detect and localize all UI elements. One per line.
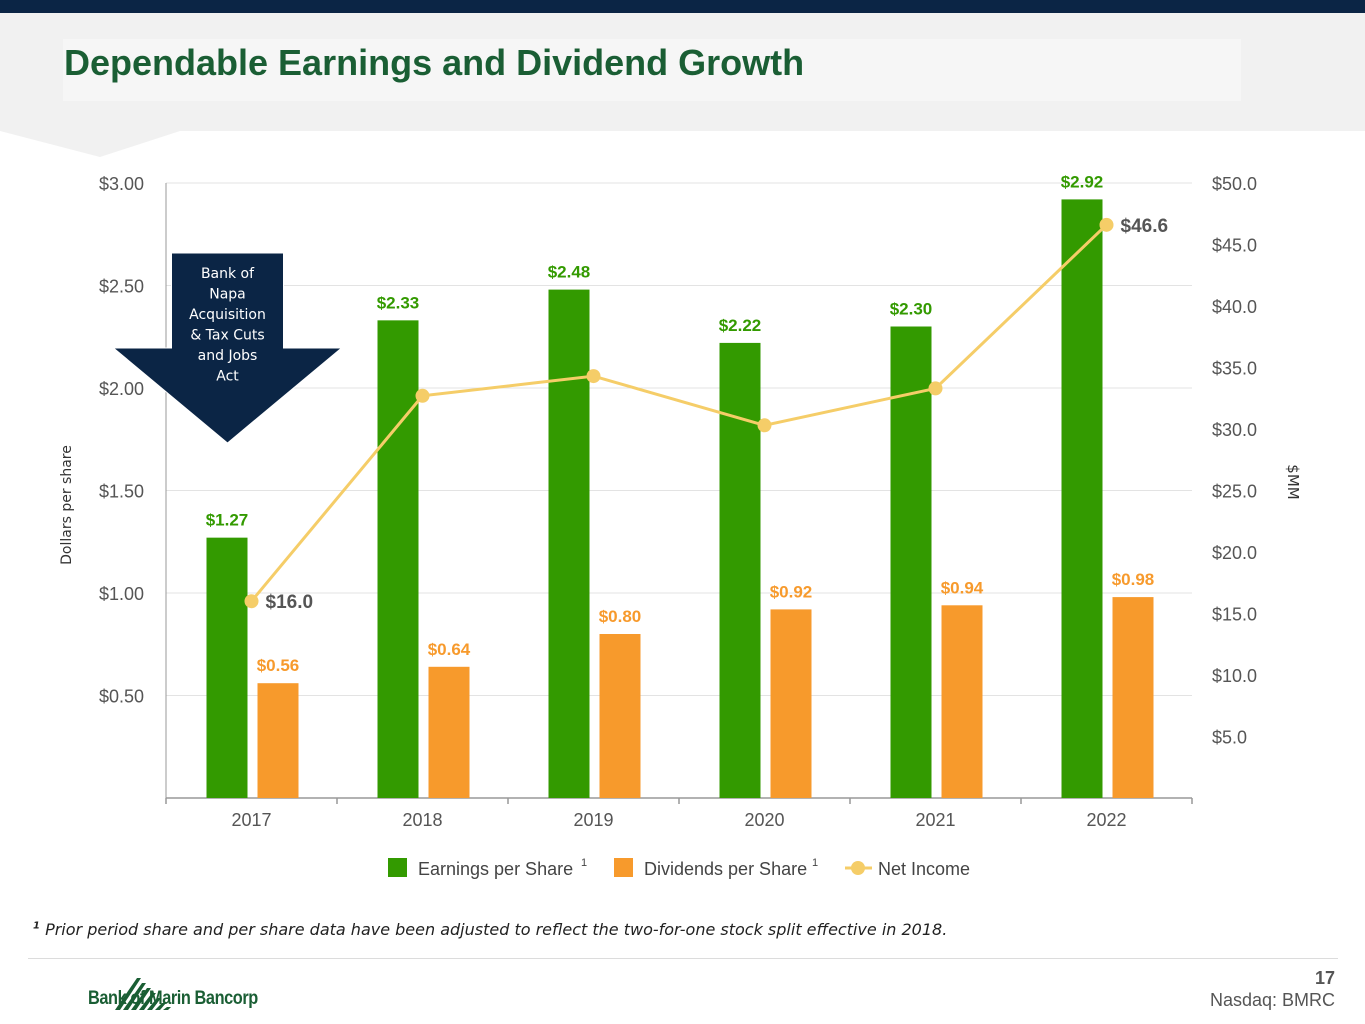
dps-data-label: $0.98 xyxy=(1112,570,1155,589)
y-tick-label: $1.00 xyxy=(99,584,144,604)
page-number: 17 xyxy=(1314,968,1335,988)
dps-data-label: $0.94 xyxy=(941,578,984,597)
legend-eps-swatch xyxy=(388,858,407,877)
y2-tick-label: $15.0 xyxy=(1212,605,1257,625)
legend-dps-swatch xyxy=(614,858,633,877)
ticker: Nasdaq: BMRC xyxy=(1209,990,1335,1010)
eps-data-label: $2.48 xyxy=(548,263,591,282)
y2-tick-label: $40.0 xyxy=(1212,297,1257,317)
net-income-point xyxy=(1099,217,1114,232)
legend-dps-label: Dividends per Share xyxy=(644,859,807,879)
y2-axis-title: $MM xyxy=(1284,464,1302,499)
footnote-marker: 1 xyxy=(33,920,40,932)
dps-bar xyxy=(428,666,470,798)
dps-bar xyxy=(1112,597,1154,798)
footer-divider xyxy=(28,958,1338,959)
footnote: 1 Prior period share and per share data … xyxy=(33,920,947,939)
net-income-data-label: $46.6 xyxy=(1121,216,1169,237)
company-name: Bank of Marin Bancorp xyxy=(88,988,258,1009)
net-income-point xyxy=(928,381,943,396)
net-income-data-label: $16.0 xyxy=(266,592,314,613)
top-bar xyxy=(0,0,1365,13)
eps-bar xyxy=(890,326,932,798)
y2-tick-label: $10.0 xyxy=(1212,666,1257,686)
callout-text: Napa xyxy=(209,287,246,303)
slide-title: Dependable Earnings and Dividend Growth xyxy=(64,42,805,83)
legend-ni-label: Net Income xyxy=(878,859,970,879)
dps-data-label: $0.64 xyxy=(428,640,471,659)
y2-tick-label: $5.0 xyxy=(1212,728,1247,748)
x-tick-label: 2021 xyxy=(915,810,955,830)
dps-bar xyxy=(257,683,299,798)
x-tick-label: 2022 xyxy=(1086,810,1126,830)
y2-tick-label: $30.0 xyxy=(1212,420,1257,440)
eps-data-label: $2.22 xyxy=(719,316,762,335)
legend-ni-marker xyxy=(851,861,865,875)
x-tick-label: 2020 xyxy=(744,810,784,830)
y2-tick-label: $50.0 xyxy=(1212,174,1257,194)
eps-data-label: $2.33 xyxy=(377,293,420,312)
y-tick-label: $0.50 xyxy=(99,687,144,707)
net-income-point xyxy=(757,418,772,433)
footnote-text: Prior period share and per share data ha… xyxy=(45,920,948,939)
net-income-point xyxy=(244,594,259,609)
dps-bar xyxy=(941,605,983,798)
callout-text: and Jobs xyxy=(198,348,258,364)
net-income-point xyxy=(586,369,601,384)
eps-bar xyxy=(206,537,248,798)
y2-tick-label: $25.0 xyxy=(1212,482,1257,502)
dps-bar xyxy=(770,609,812,798)
x-tick-label: 2018 xyxy=(402,810,442,830)
eps-data-label: $2.92 xyxy=(1061,172,1104,191)
y-tick-label: $2.50 xyxy=(99,277,144,297)
eps-bar xyxy=(719,342,761,798)
header-tab xyxy=(0,131,180,157)
callout-text: Acquisition xyxy=(189,307,266,323)
y-tick-label: $3.00 xyxy=(99,174,144,194)
x-tick-label: 2017 xyxy=(231,810,271,830)
eps-bar xyxy=(1061,199,1103,798)
legend-eps-sup: 1 xyxy=(581,857,587,869)
legend-dps-sup: 1 xyxy=(812,857,818,869)
y-tick-label: $2.00 xyxy=(99,379,144,399)
net-income-point xyxy=(415,388,430,403)
callout-text: Act xyxy=(216,369,239,385)
legend-eps-label: Earnings per Share xyxy=(418,859,573,879)
y2-tick-label: $35.0 xyxy=(1212,359,1257,379)
y2-tick-label: $20.0 xyxy=(1212,543,1257,563)
title-box xyxy=(63,39,1241,101)
eps-data-label: $2.30 xyxy=(890,300,933,319)
eps-bar xyxy=(548,289,590,798)
x-tick-label: 2019 xyxy=(573,810,613,830)
net-income-line xyxy=(250,223,1108,603)
callout-text: & Tax Cuts xyxy=(190,328,264,344)
chart: $0.50 $1.00 $1.50 $2.00 $2.50 $3.00 $5.0 $10.0 $… xyxy=(59,172,1302,879)
y2-tick-label: $45.0 xyxy=(1212,236,1257,256)
eps-bar xyxy=(377,320,419,798)
dps-data-label: $0.80 xyxy=(599,607,642,626)
eps-data-label: $1.27 xyxy=(206,511,249,530)
dps-data-label: $0.56 xyxy=(257,656,300,675)
bank-logo-icon xyxy=(115,978,171,1010)
dps-bar xyxy=(599,634,641,798)
y-tick-label: $1.50 xyxy=(99,482,144,502)
callout-text: Bank of xyxy=(201,266,255,282)
callout-arrow-icon xyxy=(112,252,343,444)
y-axis-title: Dollars per share xyxy=(59,445,75,565)
dps-data-label: $0.92 xyxy=(770,582,813,601)
